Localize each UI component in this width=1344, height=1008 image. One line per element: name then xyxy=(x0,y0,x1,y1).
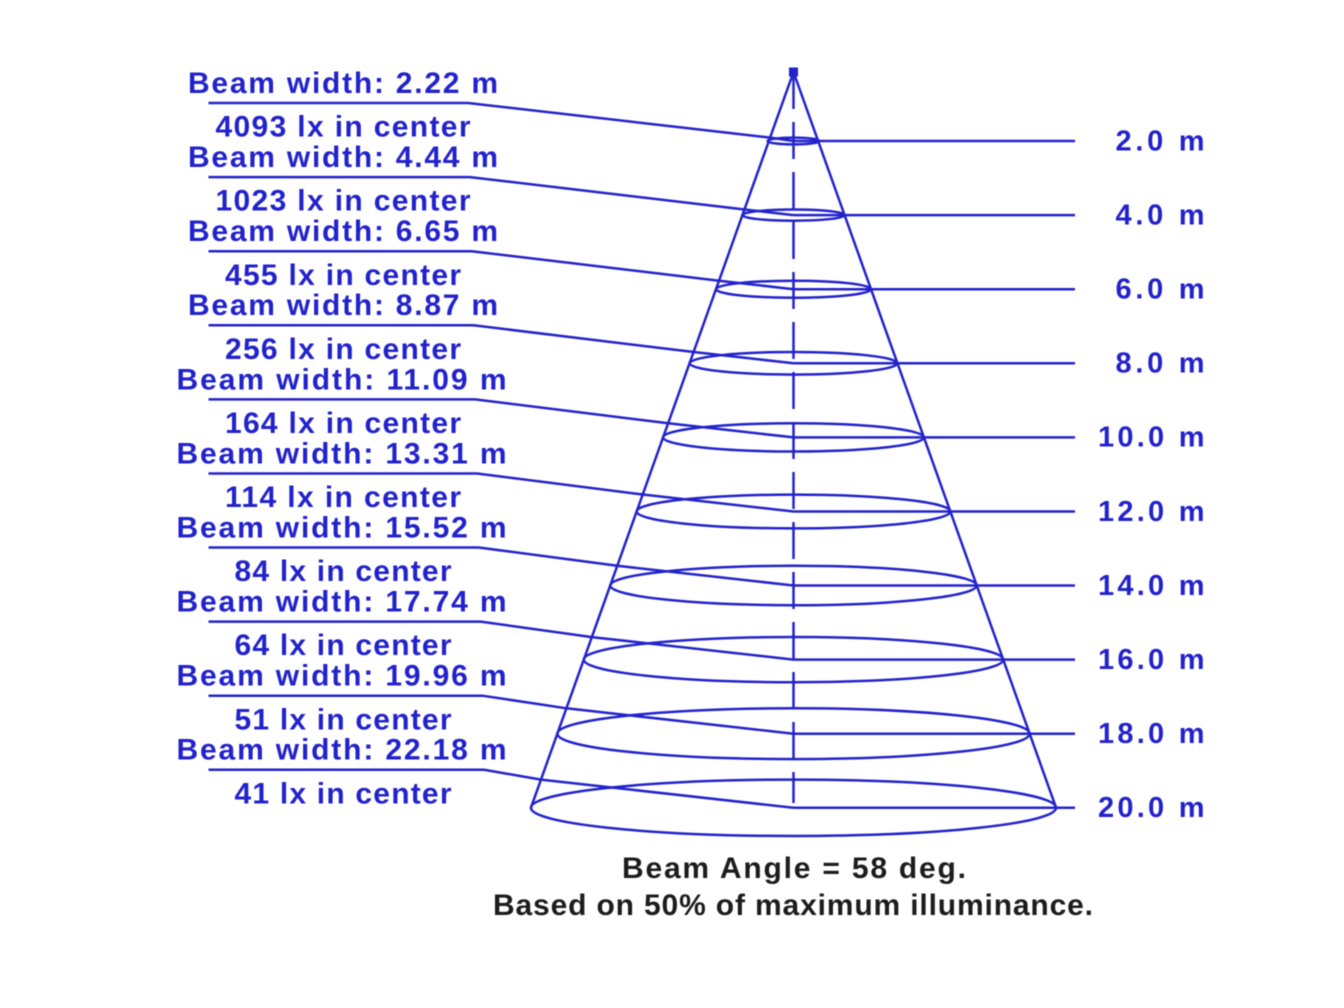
svg-text:18.0 m: 18.0 m xyxy=(1098,718,1205,750)
svg-text:51 lx in center: 51 lx in center xyxy=(235,703,452,736)
svg-text:20.0 m: 20.0 m xyxy=(1098,792,1205,824)
svg-text:Beam width: 2.22 m: Beam width: 2.22 m xyxy=(188,67,498,100)
svg-text:12.0 m: 12.0 m xyxy=(1098,496,1205,528)
svg-text:164 lx in center: 164 lx in center xyxy=(225,407,461,440)
svg-text:2.0 m: 2.0 m xyxy=(1116,125,1205,157)
svg-text:41 lx in center: 41 lx in center xyxy=(235,777,452,810)
svg-text:84 lx in center: 84 lx in center xyxy=(235,555,452,588)
svg-text:114 lx in center: 114 lx in center xyxy=(225,481,461,514)
svg-text:256 lx in center: 256 lx in center xyxy=(225,333,461,366)
svg-text:Based on 50% of maximum illumi: Based on 50% of maximum illuminance. xyxy=(493,889,1093,922)
svg-text:16.0 m: 16.0 m xyxy=(1098,644,1205,676)
svg-text:64 lx in center: 64 lx in center xyxy=(235,629,452,662)
svg-text:8.0 m: 8.0 m xyxy=(1116,348,1205,380)
svg-text:Beam width: 6.65 m: Beam width: 6.65 m xyxy=(188,215,498,248)
svg-text:Beam Angle = 58 deg.: Beam Angle = 58 deg. xyxy=(622,852,966,885)
svg-text:6.0 m: 6.0 m xyxy=(1116,274,1205,306)
svg-text:10.0 m: 10.0 m xyxy=(1098,422,1205,454)
svg-text:4.0 m: 4.0 m xyxy=(1116,199,1205,231)
svg-text:Beam width: 4.44 m: Beam width: 4.44 m xyxy=(188,141,498,174)
svg-text:455 lx in center: 455 lx in center xyxy=(225,259,461,292)
svg-text:Beam width: 8.87 m: Beam width: 8.87 m xyxy=(188,289,498,322)
svg-text:14.0 m: 14.0 m xyxy=(1098,570,1205,602)
svg-text:Beam width: 11.09 m: Beam width: 11.09 m xyxy=(177,363,507,396)
